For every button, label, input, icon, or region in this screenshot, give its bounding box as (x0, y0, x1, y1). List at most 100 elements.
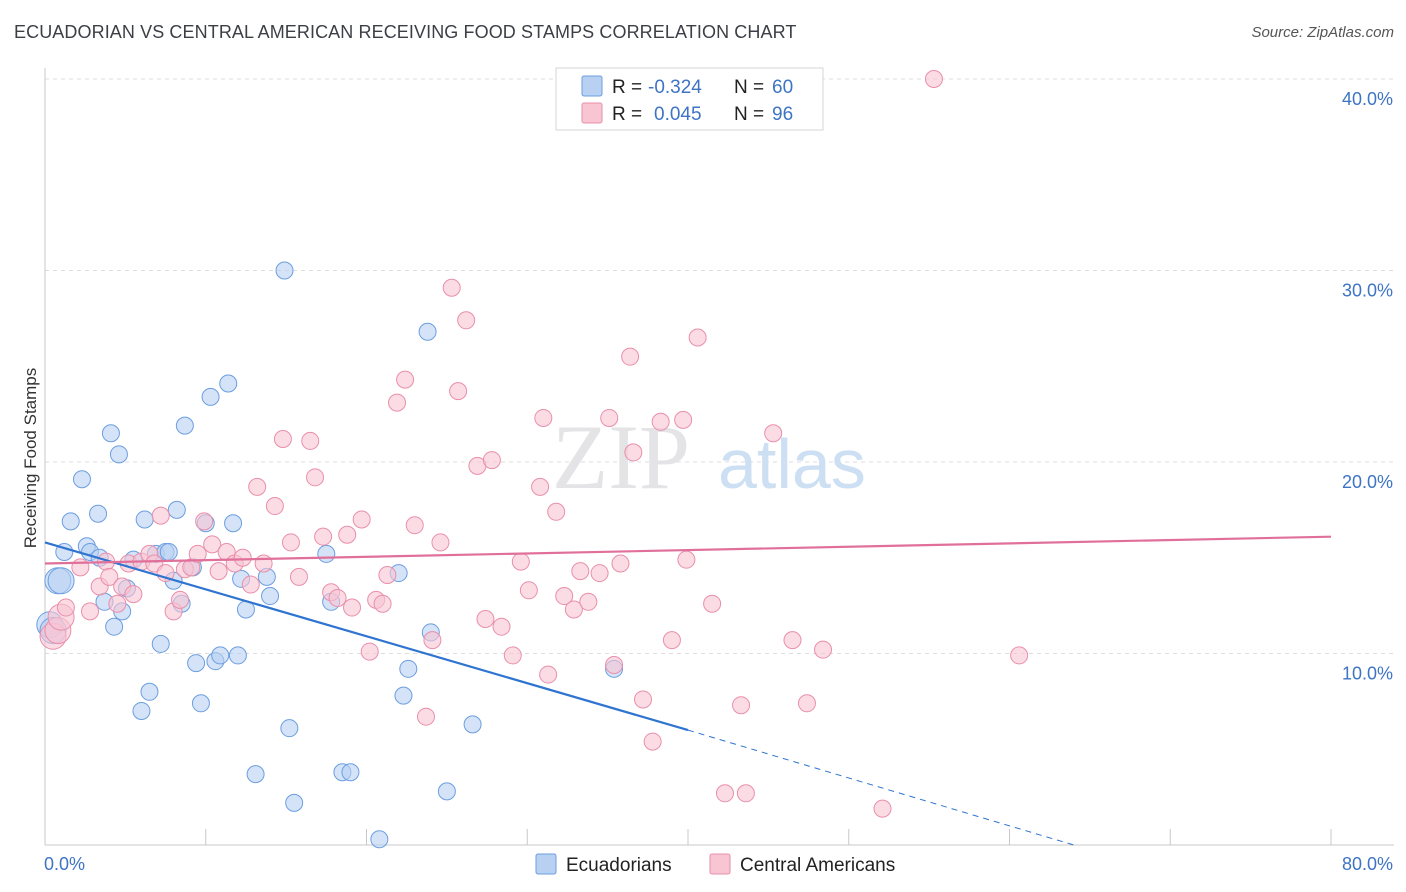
ecuadorian-point-5 (61, 512, 80, 531)
central-american-point-28 (233, 548, 252, 567)
central-american-point-81 (662, 631, 681, 650)
ecuadorian-point-45 (280, 719, 299, 738)
central-american-point-3 (56, 598, 75, 617)
central-american-point-8 (100, 567, 119, 586)
central-american-point-38 (314, 527, 333, 546)
ecuadorian-point-18 (132, 701, 151, 720)
ecuadorian-point-58 (463, 715, 482, 734)
central-american-point-49 (396, 370, 415, 389)
central-american-point-31 (254, 554, 273, 573)
y-tick-label-10: 10.0% (1342, 664, 1393, 684)
ecuadorian-point-3 (47, 567, 75, 595)
ecuadorian-point-37 (224, 514, 243, 533)
central-american-point-50 (405, 516, 424, 535)
ecuadorian-point-51 (370, 830, 389, 849)
central-american-point-29 (241, 575, 260, 594)
central-american-point-30 (248, 477, 267, 496)
ecuadorian-point-41 (246, 765, 265, 784)
y-tick-label-30: 30.0% (1342, 281, 1393, 301)
central-american-point-25 (209, 562, 228, 581)
ecuadorian-point-47 (317, 544, 336, 563)
central-american-point-76 (621, 347, 640, 366)
legend-r-value-1: -0.324 (648, 77, 702, 98)
x-tick-label-80: 80.0% (1342, 854, 1393, 874)
ecuadorian-point-6 (72, 470, 91, 489)
ecuadorians-trend-line (44, 541, 689, 732)
bottom-legend: Ecuadorians Central Americans (535, 853, 895, 876)
central-american-point-36 (301, 431, 320, 450)
central-american-point-93 (873, 799, 892, 818)
ecuadorian-point-13 (105, 617, 124, 636)
ecuadorian-point-38 (228, 646, 247, 665)
central-american-point-22 (188, 544, 207, 563)
central-american-point-62 (511, 552, 530, 571)
central-american-point-79 (643, 732, 662, 751)
central-american-point-47 (378, 565, 397, 584)
central-american-point-83 (677, 550, 696, 569)
central-american-point-43 (352, 510, 371, 529)
ecuadorian-point-54 (399, 659, 418, 678)
y-tick-label-40: 40.0% (1342, 89, 1393, 109)
central-american-point-23 (195, 512, 214, 531)
central-american-point-67 (547, 502, 566, 521)
central-american-point-71 (579, 592, 598, 611)
y-axis-label: Receiving Food Stamps (21, 368, 40, 548)
bottom-legend-swatch-central-americans (709, 853, 731, 875)
bottom-legend-central-americans: Central Americans (740, 855, 895, 876)
central-american-point-84 (688, 328, 707, 347)
ecuadorian-point-14 (109, 445, 128, 464)
central-american-point-72 (590, 564, 609, 583)
legend-n-value-2: 96 (772, 104, 793, 125)
central-american-point-4 (71, 558, 90, 577)
central-american-point-9 (108, 594, 127, 613)
central-american-point-82 (674, 410, 693, 429)
ecuadorian-point-9 (89, 504, 108, 523)
ecuadorian-point-46 (285, 793, 304, 812)
central-american-point-34 (281, 533, 300, 552)
central-americans-trend-line (44, 535, 1332, 565)
ecuadorian-point-24 (159, 543, 178, 562)
bottom-legend-ecuadorians: Ecuadorians (566, 855, 672, 876)
legend-r-label-1: R = (612, 77, 642, 98)
central-american-point-85 (703, 594, 722, 613)
central-american-point-35 (289, 567, 308, 586)
ecuadorian-point-57 (437, 782, 456, 801)
ecuadorian-point-53 (394, 686, 413, 705)
legend-swatch-ecuadorians (581, 75, 603, 97)
central-american-point-33 (273, 430, 292, 449)
legend-r-value-2: 0.045 (654, 104, 702, 125)
central-american-point-66 (539, 665, 558, 684)
ecuadorian-point-33 (201, 387, 220, 406)
central-american-point-65 (534, 408, 553, 427)
legend-n-label-1: N = (734, 77, 764, 98)
central-american-point-52 (423, 631, 442, 650)
central-american-point-16 (151, 506, 170, 525)
central-american-point-53 (431, 533, 450, 552)
central-american-point-87 (732, 696, 751, 715)
x-tick-label-0: 0.0% (44, 854, 85, 874)
ecuadorian-point-20 (140, 682, 159, 701)
ecuadorian-point-30 (187, 654, 206, 673)
ecuadorian-point-19 (135, 510, 154, 529)
central-american-point-54 (442, 278, 461, 297)
ecuadorian-point-31 (191, 694, 210, 713)
legend-n-value-1: 60 (772, 77, 793, 98)
central-american-point-92 (814, 640, 833, 659)
ecuadorian-point-50 (341, 763, 360, 782)
central-american-point-12 (124, 585, 143, 604)
watermark: ZIP atlas (552, 406, 866, 508)
central-american-point-48 (388, 393, 407, 412)
central-american-point-44 (360, 642, 379, 661)
ecuadorian-point-22 (151, 634, 170, 653)
central-american-point-5 (81, 602, 100, 621)
ecuadorian-point-43 (261, 587, 280, 606)
central-american-point-88 (736, 784, 755, 803)
central-american-point-63 (519, 581, 538, 600)
central-american-point-77 (624, 443, 643, 462)
points-layer (36, 70, 1029, 849)
central-american-point-80 (651, 412, 670, 431)
ecuadorian-point-44 (275, 261, 294, 280)
central-american-point-19 (171, 590, 190, 609)
central-american-point-69 (564, 600, 583, 619)
central-american-point-90 (783, 631, 802, 650)
